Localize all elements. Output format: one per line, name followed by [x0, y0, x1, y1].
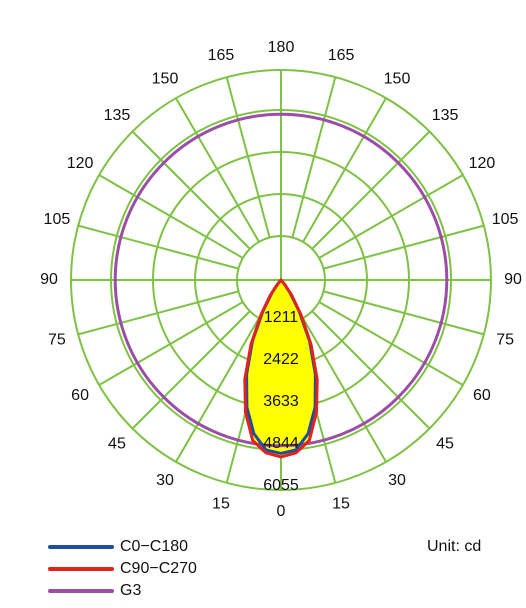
angle-label-right-120: 120	[469, 155, 496, 172]
angle-label-left-30: 30	[156, 472, 174, 489]
grid-spoke-225	[131, 130, 251, 250]
angle-label-left-90: 90	[40, 271, 58, 288]
labels-layer: 1211 2422 3633 4844 6055 0 15 30 45 60 75 90 105 120 1…	[40, 39, 522, 520]
grid-spoke-210	[175, 97, 260, 243]
radial-tick-label: 2422	[263, 351, 299, 368]
angle-label-left-150: 150	[152, 70, 179, 87]
radial-tick-label: 4844	[263, 435, 299, 452]
angle-label-left-120: 120	[67, 155, 94, 172]
grid-spoke-195	[225, 76, 271, 238]
series-c90-c270	[243, 278, 319, 459]
grid-spoke-120	[318, 174, 464, 259]
angle-label-right-150: 150	[384, 70, 411, 87]
legend-swatch-c0-c180	[48, 545, 114, 549]
angle-label-right-30: 30	[388, 472, 406, 489]
series-layer	[113, 112, 449, 459]
grid-spoke-30	[302, 317, 387, 463]
angle-label-right-135: 135	[432, 107, 459, 124]
grid-spoke-75	[323, 290, 485, 336]
grid-spoke-285	[77, 290, 239, 336]
legend-label-g3: G3	[120, 582, 142, 599]
legend-label-c90-c270: C90−C270	[120, 560, 197, 577]
angle-label-right-45: 45	[436, 435, 454, 452]
angle-label-top: 180	[268, 39, 295, 56]
grid-spoke-255	[77, 224, 239, 270]
angle-label-left-60: 60	[71, 387, 89, 404]
angle-label-right-0: 0	[277, 503, 286, 520]
grid-spoke-330	[175, 317, 260, 463]
radial-tick-label: 3633	[263, 393, 299, 410]
unit-label: Unit: cd	[427, 538, 482, 555]
grid-spoke-240	[98, 174, 244, 259]
grid-spoke-135	[311, 130, 431, 250]
legend-label-c0-c180: C0−C180	[120, 538, 189, 555]
fill-area	[244, 280, 318, 457]
grid-spoke-105	[323, 224, 485, 270]
legend-item-c0-c180: C0−C180	[48, 536, 197, 558]
angle-label-right-165: 165	[328, 47, 355, 64]
angle-label-left-135: 135	[104, 107, 131, 124]
angle-label-right-75: 75	[496, 331, 514, 348]
legend-item-g3: G3	[48, 580, 197, 602]
legend-swatch-g3	[48, 589, 114, 593]
angle-label-right-60: 60	[473, 387, 491, 404]
radial-tick-label: 1211	[264, 309, 299, 326]
legend-item-c90-c270: C90−C270	[48, 558, 197, 580]
legend-swatch-c90-c270	[48, 567, 114, 571]
grid-spoke-60	[318, 301, 464, 386]
legend: C0−C180 C90−C270 G3	[48, 536, 197, 602]
grid-spoke-150	[302, 97, 387, 243]
angle-label-left-165: 165	[208, 47, 235, 64]
grid-spoke-300	[98, 301, 244, 386]
grid-spoke-315	[131, 310, 251, 430]
angle-label-right-105: 105	[492, 211, 519, 228]
angle-label-right-15: 15	[332, 495, 350, 512]
angle-label-left-15: 15	[212, 495, 230, 512]
angle-label-right-90: 90	[504, 271, 522, 288]
radial-tick-label: 6055	[263, 477, 299, 494]
angle-label-left-105: 105	[44, 211, 71, 228]
angle-label-left-75: 75	[48, 331, 66, 348]
series-g3	[113, 112, 449, 448]
grid-spoke-165	[291, 76, 337, 238]
grid-spoke-45	[311, 310, 431, 430]
angle-label-left-45: 45	[108, 435, 126, 452]
